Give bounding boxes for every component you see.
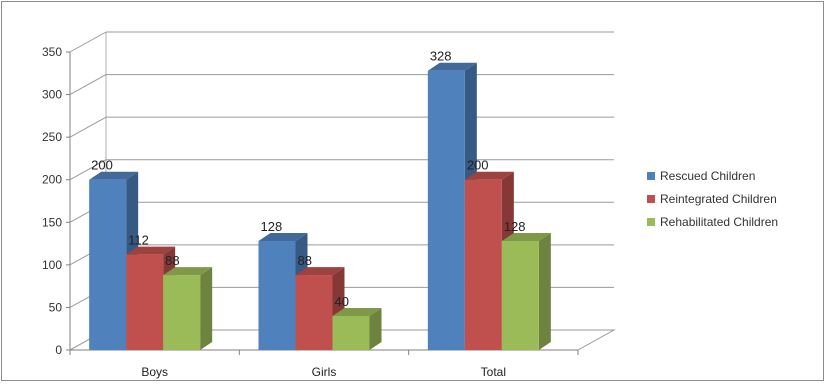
grid-diagonal bbox=[69, 116, 107, 138]
data-label: 112 bbox=[128, 233, 149, 248]
bar-front-face bbox=[464, 179, 502, 350]
data-label: 128 bbox=[261, 219, 283, 234]
bars-group: 200 112 88 128 88 40 328 200 128 bbox=[89, 49, 551, 350]
y-tick-label: 250 bbox=[42, 130, 62, 144]
legend-swatch bbox=[647, 218, 655, 226]
y-tick-label: 350 bbox=[42, 45, 62, 59]
bar-top-face bbox=[126, 246, 176, 255]
legend-label: Rehabilitated Children bbox=[660, 215, 778, 229]
bar-side-face bbox=[369, 307, 382, 350]
bar-front-face bbox=[126, 254, 164, 350]
bar-side-face bbox=[538, 233, 551, 350]
data-label: 200 bbox=[467, 158, 489, 173]
data-label: 328 bbox=[430, 49, 452, 64]
data-label: 200 bbox=[91, 158, 113, 173]
bar-rehabilitated-children-boys: 88 bbox=[163, 253, 213, 350]
data-label: 128 bbox=[504, 219, 526, 234]
bar-top-face bbox=[501, 233, 551, 242]
bar-top-face bbox=[332, 307, 382, 316]
bar-top-face bbox=[89, 171, 139, 180]
data-label: 88 bbox=[165, 253, 179, 268]
legend-swatch bbox=[647, 172, 655, 180]
legend-label: Rescued Children bbox=[660, 169, 755, 183]
y-tick-label: 50 bbox=[49, 300, 63, 314]
grid-diagonal bbox=[69, 74, 107, 96]
bar-front-face bbox=[258, 241, 296, 350]
bar-front-face bbox=[295, 275, 333, 350]
grid-diagonal bbox=[69, 159, 107, 181]
bar-top-face bbox=[295, 267, 345, 276]
bar-front-face bbox=[427, 70, 465, 350]
y-tick-label: 100 bbox=[42, 258, 62, 272]
legend-label: Reintegrated Children bbox=[660, 192, 777, 206]
data-label: 88 bbox=[298, 253, 312, 268]
legend: Rescued Children Reintegrated Children Reh… bbox=[647, 169, 778, 229]
bar-rehabilitated-children-total: 128 bbox=[501, 219, 551, 350]
data-label: 40 bbox=[335, 294, 349, 309]
x-category-label: Boys bbox=[141, 365, 168, 379]
bar-top-face bbox=[163, 267, 213, 276]
grid-diagonal bbox=[69, 31, 107, 53]
x-category-label: Total bbox=[481, 365, 506, 379]
bar-front-face bbox=[332, 315, 370, 350]
bar-front-face bbox=[163, 275, 201, 350]
bar-top-face bbox=[427, 62, 477, 71]
y-tick-label: 300 bbox=[42, 88, 62, 102]
bar-top-face bbox=[464, 171, 514, 180]
bar-front-face bbox=[89, 179, 127, 350]
bar-side-face bbox=[200, 267, 213, 350]
y-tick-label: 0 bbox=[55, 343, 62, 357]
bar-rehabilitated-children-girls: 40 bbox=[332, 294, 382, 350]
legend-swatch bbox=[647, 195, 655, 203]
bar-front-face bbox=[501, 241, 539, 350]
x-category-label: Girls bbox=[312, 365, 337, 379]
y-tick-label: 150 bbox=[42, 215, 62, 229]
y-tick-label: 200 bbox=[42, 173, 62, 187]
bar-top-face bbox=[258, 233, 308, 242]
